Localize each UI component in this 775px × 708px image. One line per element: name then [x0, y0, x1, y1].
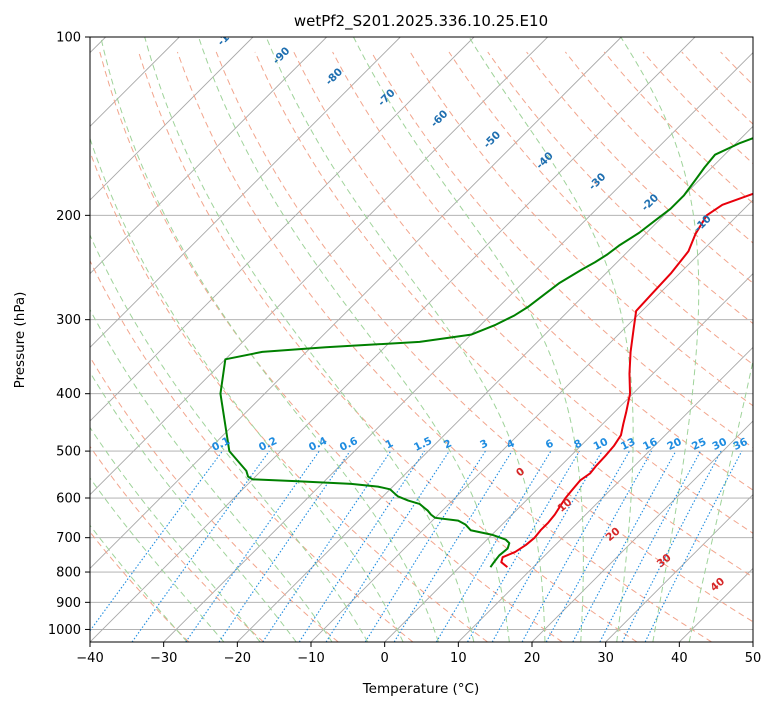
y-tick-label: 700: [56, 531, 81, 546]
mixing-ratio-line: [644, 450, 743, 642]
mixing-ratio-label: 1: [383, 437, 395, 451]
moist-adiabat-line: [198, 37, 510, 642]
isotherm-line: [605, 494, 753, 642]
moist-adiabat-line: [688, 358, 753, 642]
y-axis-label: Pressure (hPa): [12, 292, 28, 389]
dry-adiabat-line: [99, 51, 563, 642]
moist-adiabat-line: [90, 371, 297, 642]
moist-adiabat-line: [90, 524, 188, 642]
dry-adiabat-line: [332, 51, 753, 491]
mixing-ratio-label: 20: [665, 436, 683, 453]
chart-title: wetPf2_S201.2025.336.10.25.E10: [294, 12, 548, 31]
moist-adiabat-line: [144, 37, 475, 642]
mixing-ratio-line: [325, 450, 450, 642]
isotherm-line: [384, 273, 753, 642]
x-tick-label: −40: [76, 651, 103, 666]
y-tick-label: 800: [56, 566, 81, 581]
moist-adiabat-line: [90, 477, 225, 642]
dry-adiabat-line: [448, 51, 753, 366]
y-tick-label: 100: [56, 31, 81, 46]
mixing-ratio-label: 30: [710, 436, 728, 453]
mixing-ratio-line: [621, 450, 722, 642]
moist-adiabat-line: [90, 308, 333, 642]
isotherm-line: [90, 37, 401, 348]
dry-adiabat-line: [90, 259, 414, 642]
x-tick-label: 0: [381, 651, 389, 666]
isotherm-line: [90, 37, 254, 201]
dry-adiabat-line: [176, 51, 712, 642]
x-tick-label: 40: [671, 651, 688, 666]
isotherm-line: [90, 37, 475, 422]
dry-adiabat-line: [487, 51, 753, 325]
x-tick-label: −30: [150, 651, 177, 666]
mixing-ratio-label: 13: [619, 436, 637, 453]
dry-adiabat-line: [293, 51, 753, 534]
mixing-ratio-label: 4: [505, 437, 517, 451]
mixing-ratio-label: 6: [544, 437, 556, 451]
mixing-ratio-line: [521, 450, 630, 642]
x-tick-label: 20: [524, 651, 541, 666]
mixing-ratio-label: 10: [592, 436, 610, 453]
mixing-ratio-label: 8: [572, 437, 584, 451]
moist-adiabat-line: [468, 37, 634, 642]
moist-adiabat-line: [100, 37, 439, 642]
isotherm-line: [90, 37, 622, 569]
mixing-ratio-label: 2: [442, 437, 454, 451]
mixing-ratio-label: 25: [690, 436, 708, 453]
temperature-profile: [500, 192, 753, 568]
moist-adiabat-line: [620, 37, 700, 642]
isotherm-line: [90, 37, 548, 496]
x-tick-label: 10: [450, 651, 467, 666]
dry-adiabat-line: [90, 150, 488, 642]
mixing-ratio-line: [393, 450, 513, 642]
mixing-ratio-line: [90, 450, 223, 632]
mixing-ratio-label: 16: [641, 436, 659, 453]
isotherm-line: [458, 346, 753, 642]
mixing-ratio-label: 3: [478, 437, 490, 451]
mixing-ratio-line: [572, 450, 677, 642]
dry-adiabat-line: [215, 51, 753, 623]
isotherm-line: [90, 37, 327, 275]
mixing-ratio-line: [435, 450, 552, 642]
isotherm-line: [531, 420, 753, 642]
mixing-ratio-line: [131, 450, 270, 642]
y-tick-label: 1000: [48, 623, 81, 638]
dry-adiabat-line: [90, 445, 264, 642]
x-tick-label: 30: [597, 651, 614, 666]
mixing-ratio-line: [185, 450, 320, 642]
y-tick-label: 300: [56, 313, 81, 328]
plot-frame: [89, 36, 754, 643]
moist-adiabat-line: [265, 37, 546, 642]
mixing-ratio-line: [218, 450, 351, 642]
moist-adiabat-line: [90, 233, 369, 642]
isotherm-line: [163, 52, 753, 642]
dry-adiabat-label: -100: [215, 21, 242, 48]
mixing-ratio-line: [364, 450, 486, 642]
moist-adiabat-line: [90, 426, 261, 642]
mixing-ratio-line: [599, 450, 702, 642]
y-tick-label: 600: [56, 492, 81, 507]
plot-area: 0.10.20.40.611.52346810131620253036-100-…: [90, 21, 753, 642]
x-tick-label: 50: [745, 651, 762, 666]
moist-adiabat-line: [353, 37, 584, 642]
dry-adiabat-line: [409, 51, 753, 407]
isotherm-line: [90, 37, 696, 642]
dry-adiabat-line: [138, 51, 638, 642]
y-tick-label: 200: [56, 209, 81, 224]
mixing-ratio-line: [545, 450, 653, 642]
y-tick-label: 400: [56, 387, 81, 402]
x-tick-label: −10: [297, 651, 324, 666]
isotherm-line: [237, 125, 753, 642]
y-tick-label: 500: [56, 445, 81, 460]
x-axis-label: Temperature (°C): [362, 681, 480, 697]
y-tick-label: 900: [56, 596, 81, 611]
x-tick-label: −20: [224, 651, 251, 666]
dewpoint-profile: [219, 137, 753, 568]
mixing-ratio-line: [262, 450, 392, 642]
dry-adiabat-line: [254, 51, 753, 578]
mixing-ratio-label: 36: [731, 436, 749, 453]
